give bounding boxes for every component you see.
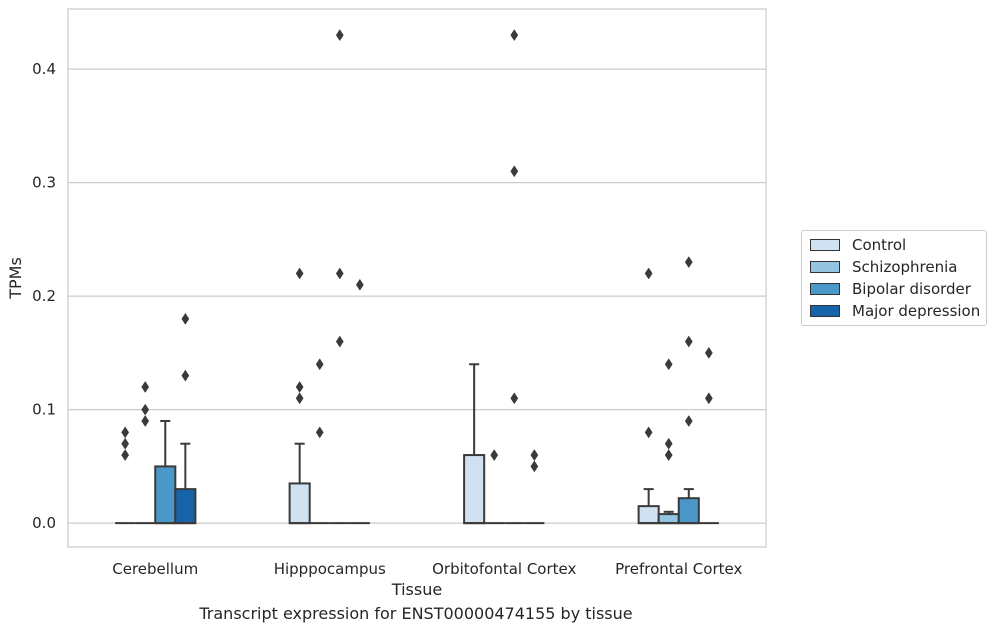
outlier-point xyxy=(181,312,190,325)
outlier-point xyxy=(295,267,304,280)
outlier-point xyxy=(335,335,344,348)
chart-caption: Transcript expression for ENST0000047415… xyxy=(199,604,633,623)
outlier-point xyxy=(141,403,150,416)
x-tick-label: Orbitofontal Cortex xyxy=(432,560,576,578)
y-tick-label: 0.4 xyxy=(32,60,56,78)
outlier-point xyxy=(121,437,130,450)
outlier-point xyxy=(335,267,344,280)
outlier-point xyxy=(315,426,324,439)
outlier-point xyxy=(355,278,364,291)
box-body xyxy=(677,497,700,525)
legend-swatch-schizophrenia xyxy=(810,261,840,273)
outlier-point xyxy=(181,369,190,382)
legend-label-bipolar-disorder: Bipolar disorder xyxy=(852,280,971,298)
x-axis-label: Tissue xyxy=(391,580,442,599)
y-axis-label: TPMs xyxy=(6,257,25,300)
legend-swatch-major-depression xyxy=(810,305,840,317)
outlier-point xyxy=(530,460,539,473)
x-tick-labels: Cerebellum Hipppocampus Orbitofontal Corte… xyxy=(112,560,742,578)
y-tick-label: 0.0 xyxy=(32,514,56,532)
legend-label-control: Control xyxy=(852,236,907,254)
legend-item-major-depression: Major depression xyxy=(810,301,980,321)
box-body xyxy=(463,454,486,525)
outlier-point xyxy=(664,358,673,371)
plot-area xyxy=(67,8,767,548)
y-tick-label: 0.2 xyxy=(32,287,56,305)
box-3-0 xyxy=(637,488,660,525)
legend-item-schizophrenia: Schizophrenia xyxy=(810,257,957,277)
outlier-point xyxy=(141,415,150,427)
box-2-0 xyxy=(463,363,486,525)
legend-item-bipolar-disorder: Bipolar disorder xyxy=(810,279,971,299)
box-body xyxy=(637,505,660,525)
legend-item-control: Control xyxy=(810,235,906,255)
outlier-point xyxy=(704,346,713,359)
box-groups xyxy=(115,363,719,525)
y-tick-labels: 0.0 0.1 0.2 0.3 0.4 xyxy=(32,60,56,532)
outlier-point xyxy=(684,335,693,348)
box-3-1 xyxy=(657,510,680,525)
box-3-2 xyxy=(677,488,700,525)
legend-swatch-bipolar-disorder xyxy=(810,283,840,295)
x-tick-label: Cerebellum xyxy=(112,560,198,578)
outlier-point xyxy=(644,426,653,439)
outlier-point xyxy=(510,29,519,42)
outlier-point xyxy=(684,415,693,427)
outlier-point xyxy=(295,392,304,405)
box-0-2 xyxy=(154,420,177,525)
outlier-point xyxy=(510,392,519,405)
box-body xyxy=(154,465,177,525)
outlier-point xyxy=(315,358,324,371)
outlier-point xyxy=(335,29,344,42)
y-tick-label: 0.3 xyxy=(32,174,56,192)
outlier-point xyxy=(644,267,653,280)
outlier-point xyxy=(704,392,713,405)
outlier-point xyxy=(664,437,673,450)
outlier-points xyxy=(121,29,713,473)
outlier-point xyxy=(490,449,499,462)
outlier-point xyxy=(141,381,150,393)
outlier-point xyxy=(664,449,673,462)
box-body xyxy=(657,513,680,525)
outlier-point xyxy=(684,256,693,269)
outlier-point xyxy=(510,165,519,178)
outlier-point xyxy=(295,381,304,393)
legend-label-major-depression: Major depression xyxy=(852,302,981,320)
legend-swatch-control xyxy=(810,239,840,251)
y-tick-label: 0.1 xyxy=(32,401,56,419)
x-tick-label: Prefrontal Cortex xyxy=(615,560,742,578)
box-0-3 xyxy=(174,442,197,525)
outlier-point xyxy=(530,449,539,462)
legend-label-schizophrenia: Schizophrenia xyxy=(852,258,958,276)
outlier-point xyxy=(121,426,130,439)
box-body xyxy=(288,482,311,525)
x-tick-label: Hipppocampus xyxy=(274,560,386,578)
outlier-point xyxy=(121,449,130,462)
box-body xyxy=(174,488,197,525)
legend: Control Schizophrenia Bipolar disorder M… xyxy=(801,230,987,326)
box-1-0 xyxy=(288,442,311,525)
